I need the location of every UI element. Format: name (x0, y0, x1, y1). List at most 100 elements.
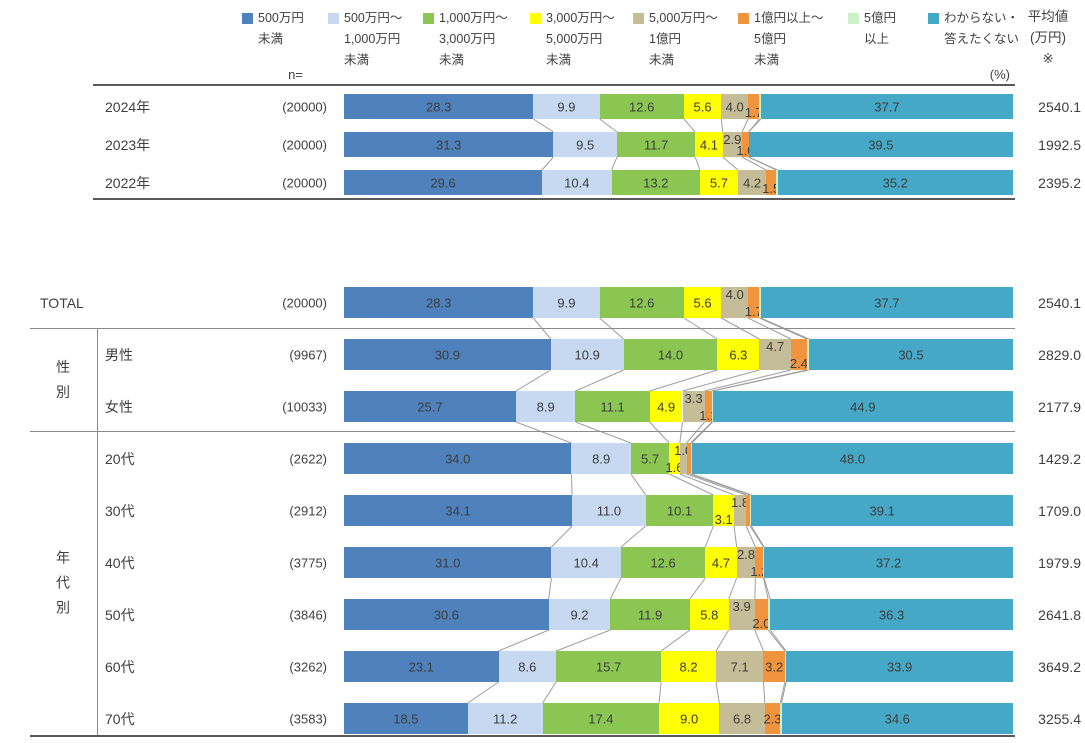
segment-value-label: 5.6 (693, 99, 712, 114)
bar-segment (722, 132, 743, 157)
bar-segment (764, 547, 1013, 578)
bar-segment (759, 94, 761, 119)
row-average-value: 1709.0 (1038, 502, 1081, 519)
stacked-bar: 34.0 8.9 5.7 1.6 1.0 48.0 (344, 443, 1013, 475)
segment-value-label: 9.5 (576, 137, 595, 152)
bar-segment (659, 703, 720, 734)
segment-value-label: 1.8 (731, 495, 750, 510)
bar-segment (542, 170, 612, 195)
bar-segment (736, 547, 756, 578)
row-sample-size: (20000) (282, 175, 327, 190)
segment-value-label: 36.3 (878, 607, 905, 622)
segment-value-label: 11.0 (596, 503, 622, 518)
segment-value-label: 15.7 (595, 659, 622, 674)
bar-segment (764, 703, 781, 734)
bar-segment (344, 703, 468, 734)
bar-segment (686, 443, 691, 474)
legend-item: 500万円 未満 (242, 8, 304, 50)
bar-segment (721, 287, 749, 318)
segment-value-label: 2.0 (752, 616, 771, 631)
legend-item-label: わからない・ 答えたくない (944, 11, 1020, 46)
average-column-header-line1: 平均値 (1027, 9, 1069, 24)
row-average-value: 2540.1 (1038, 294, 1081, 311)
bar-segment (551, 547, 621, 578)
segment-value-label: 3.3 (684, 391, 703, 406)
bar-segment (699, 170, 739, 195)
segment-value-label: 2.9 (723, 132, 742, 147)
segment-value-label: 13.2 (643, 175, 669, 190)
segment-value-label: 30.6 (433, 607, 459, 622)
legend-item-label: 5,000万円〜 1億円 未満 (649, 11, 718, 67)
row-sample-size: (3262) (289, 659, 327, 674)
bar-segment (542, 703, 660, 734)
segment-value-label: 1.7 (744, 304, 763, 319)
bar-segment (344, 391, 516, 422)
bar-segment (533, 94, 600, 119)
stacked-bar: 34.1 11.0 10.1 3.1 1.8 39.1 (344, 495, 1013, 527)
legend-item-label: 500万円 未満 (258, 11, 304, 46)
legend-item: わからない・ 答えたくない (928, 8, 1019, 50)
bar-segment (631, 443, 670, 474)
bar-segment (467, 703, 543, 734)
legend-item: 1,000万円〜 3,000万円 未満 (423, 8, 508, 71)
segment-value-label: 4.9 (657, 399, 676, 414)
legend-color-chip-icon (738, 13, 749, 24)
legend-item-label: 1億円以上〜 5億円 未満 (754, 11, 824, 67)
segment-value-label: 10.1 (666, 503, 693, 518)
segment-value-label: 5.7 (641, 451, 660, 466)
gender-age-separator (30, 431, 1015, 432)
segment-value-label: 7.1 (730, 659, 749, 674)
bar-segment (344, 170, 543, 195)
bar-segment (750, 495, 752, 526)
table1-top-border (93, 84, 1015, 86)
segment-value-label: 5.8 (700, 607, 719, 622)
stacked-bar: 31.0 10.4 12.6 4.7 2.8 1.2 37.2 (344, 547, 1013, 579)
legend-item: 5,000万円〜 1億円 未満 (633, 8, 718, 71)
segment-value-label: 6.8 (733, 711, 752, 726)
segment-value-label: 3.2 (765, 659, 784, 674)
segment-value-label: 25.7 (417, 399, 443, 414)
legend-color-chip-icon (848, 13, 859, 24)
segment-value-label: 28.3 (426, 295, 452, 310)
segment-value-label: 4.2 (743, 175, 762, 190)
segment-value-label: 34.0 (445, 451, 471, 466)
bar-segment (746, 495, 751, 526)
segment-value-label: 2.4 (789, 356, 808, 371)
segment-value-label: 48.0 (839, 451, 866, 466)
bar-segment (760, 94, 1013, 119)
legend-item-label: 500万円〜 1,000万円 未満 (344, 11, 403, 67)
segment-value-label: 9.9 (557, 295, 576, 310)
legend-item-label: 3,000万円〜 5,000万円 未満 (546, 11, 615, 67)
row-sample-size: (20000) (282, 137, 327, 152)
row-average-value: 2540.1 (1038, 98, 1081, 115)
segment-value-label: 8.9 (592, 451, 611, 466)
segment-value-label: 1.6 (665, 460, 684, 475)
segment-value-label: 34.1 (445, 503, 471, 518)
bar-segment (738, 170, 767, 195)
bar-segment (679, 443, 687, 474)
stacked-bar: 30.6 9.2 11.9 5.8 3.9 2.0 36.3 (344, 599, 1013, 631)
row-average-value: 3649.2 (1038, 658, 1081, 675)
segment-value-label: 11.9 (637, 607, 663, 622)
segment-value-label: 34.6 (884, 711, 910, 726)
bar-segment (712, 391, 1013, 422)
legend-color-chip-icon (242, 13, 253, 24)
segment-value-label: 33.9 (886, 659, 913, 674)
bar-segment (748, 287, 760, 318)
bar-segment (683, 94, 722, 119)
bar-segment (705, 547, 737, 578)
bar-segment (344, 599, 549, 630)
segment-value-label: 10.4 (573, 555, 599, 570)
bar-segment (599, 287, 684, 318)
average-column-header: 平均値 (万円) ※ (1012, 6, 1084, 69)
row-sample-size: (20000) (282, 99, 327, 114)
legend-color-chip-icon (928, 13, 939, 24)
legend-color-chip-icon (423, 13, 434, 24)
bar-segment (623, 339, 718, 370)
bar-segment (784, 651, 787, 682)
row-label: 60代 (105, 658, 135, 675)
stacked-bar: 31.3 9.5 11.7 4.1 2.9 1.0 39.5 (344, 132, 1013, 158)
segment-value-label: 5.7 (709, 175, 729, 190)
total-row-separator (30, 328, 1015, 329)
segment-value-label: 8.9 (536, 399, 555, 414)
